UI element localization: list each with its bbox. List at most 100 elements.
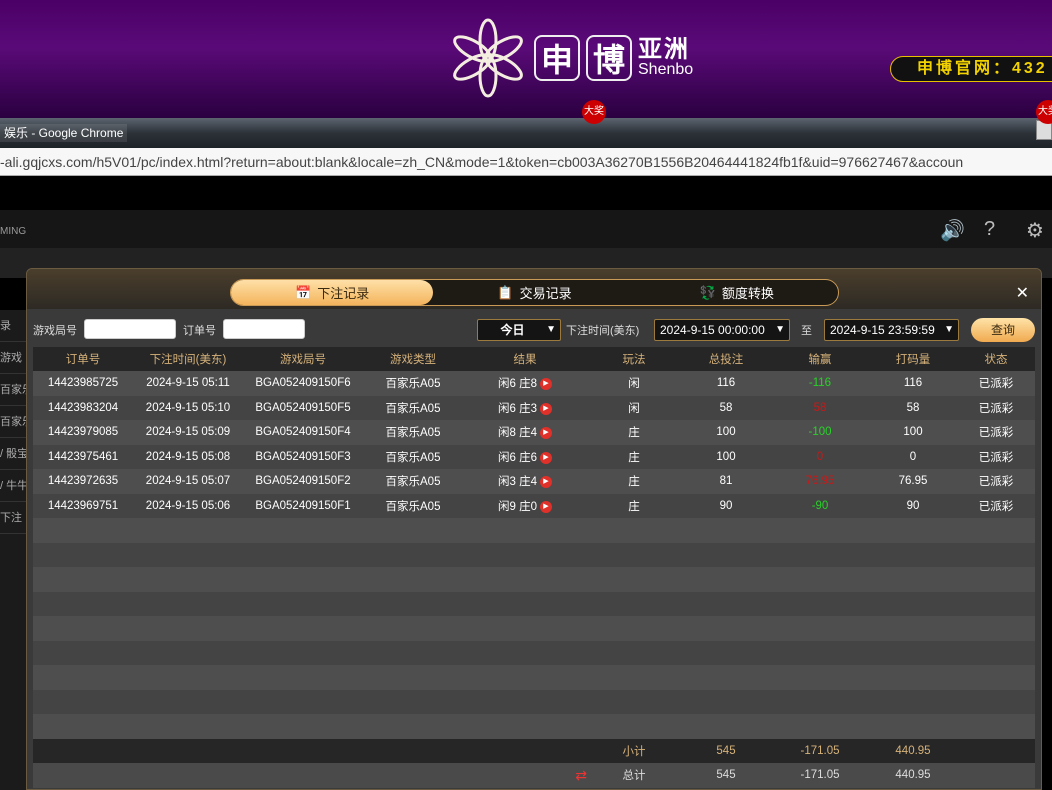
replay-play-icon[interactable]: ▶ — [540, 402, 552, 415]
cell-bet: 81 — [681, 469, 771, 494]
order-no-input[interactable] — [223, 319, 305, 339]
game-no-value: BGA052409150F3 — [255, 450, 351, 463]
status-value: 已派彩 — [978, 402, 1014, 415]
cell-time — [133, 591, 243, 616]
status-value: 已派彩 — [978, 427, 1014, 440]
cell-bet — [681, 714, 771, 739]
cell-status: 已派彩 — [957, 469, 1035, 494]
cell-order — [33, 567, 133, 592]
replay-play-icon[interactable]: ▶ — [540, 451, 552, 464]
summary-cell: ⇄ — [463, 763, 587, 788]
cell-result — [463, 689, 587, 714]
query-button[interactable]: 查询 — [971, 318, 1035, 342]
tab-transfer[interactable]: 💱 额度转换 — [636, 280, 838, 305]
table-row: 14423972635 2024-9-15 05:07 BGA052409150F2… — [33, 469, 1035, 494]
cell-order: 14423979085 — [33, 420, 133, 445]
end-time-select[interactable]: 2024-9-15 23:59:59 ▼ — [824, 319, 959, 341]
cell-game-no: BGA052409150F5 — [243, 395, 363, 420]
summary-cell: 545 — [681, 738, 771, 763]
cell-game-no — [243, 616, 363, 641]
cell-win: -90 — [771, 493, 869, 518]
time-value: 2024-9-15 05:07 — [145, 475, 231, 488]
cell-time — [133, 518, 243, 543]
cell-time — [133, 616, 243, 641]
side-item[interactable]: / 骰宝 — [0, 438, 26, 470]
side-item[interactable]: 游戏 — [0, 342, 26, 374]
cell-valid: 76.95 — [869, 469, 957, 494]
bet-value: 81 — [719, 475, 733, 488]
side-item[interactable]: 百家乐 — [0, 406, 26, 438]
replay-play-icon[interactable]: ▶ — [540, 500, 552, 513]
cell-time — [133, 640, 243, 665]
settings-gear-icon[interactable]: ⚙ — [1026, 220, 1044, 242]
subtotal-row: 小计 545 -171.05 440.95 — [33, 738, 1035, 763]
game-header: MING 🔊 ? ⚙ — [0, 210, 1052, 248]
valid-value: 90 — [906, 499, 920, 512]
jackpot-badge[interactable]: 大奖 — [582, 100, 606, 124]
game-no-input[interactable] — [84, 319, 176, 339]
result-value: 闲8 庄4 — [498, 427, 537, 440]
cell-win — [771, 591, 869, 616]
cell-order: 14423985725 — [33, 371, 133, 396]
official-site-link[interactable]: 申博官网：432 — [890, 56, 1052, 82]
summary-cell: 440.95 — [869, 738, 957, 763]
side-item[interactable]: 录 — [0, 310, 26, 342]
cell-status — [957, 591, 1035, 616]
to-label: 至 — [801, 325, 812, 337]
tab-bet-records[interactable]: 📅 下注记录 — [231, 280, 434, 305]
side-item[interactable]: 下注 — [0, 502, 26, 534]
dropdown-arrow-icon: ▼ — [775, 324, 785, 335]
help-icon[interactable]: ? — [984, 218, 996, 240]
address-bar[interactable]: -ali.gqjcxs.com/h5V01/pc/index.html?retu… — [0, 148, 1052, 176]
valid-value: 76.95 — [898, 475, 928, 488]
cell-valid — [869, 689, 957, 714]
cell-result: 闲9 庄0 ▶ — [463, 493, 587, 518]
replay-play-icon[interactable]: ▶ — [540, 476, 552, 489]
column-header: 总投注 — [681, 347, 771, 371]
jackpot-badge[interactable]: 大奖 — [1036, 100, 1052, 124]
bet-value: 116 — [716, 377, 736, 390]
replay-play-icon[interactable]: ▶ — [540, 427, 552, 440]
close-icon[interactable]: ✕ — [1015, 285, 1029, 302]
cell-order: 14423972635 — [33, 469, 133, 494]
cell-time: 2024-9-15 05:09 — [133, 420, 243, 445]
bet-record-modal: 📅 下注记录 📋 交易记录 💱 额度转换 ✕ 游戏局号 订单号 今日 ▼ 下注时间(美东… — [26, 268, 1042, 790]
cell-order — [33, 616, 133, 641]
period-select[interactable]: 今日 ▼ — [477, 319, 561, 341]
cell-time — [133, 689, 243, 714]
site-banner: 申 博 亚洲 Shenbo 申博官网：432 — [0, 0, 1052, 118]
table-row: 14423985725 2024-9-15 05:11 BGA052409150F6… — [33, 371, 1035, 396]
side-item[interactable]: 百家乐 — [0, 374, 26, 406]
cell-order: 14423975461 — [33, 444, 133, 469]
start-time-select[interactable]: 2024-9-15 00:00:00 ▼ — [654, 319, 790, 341]
refresh-icon[interactable]: ⇄ — [575, 766, 587, 783]
win-value: -100 — [808, 426, 832, 439]
cell-valid: 58 — [869, 395, 957, 420]
cell-result: 闲3 庄4 ▶ — [463, 469, 587, 494]
type-value: 百家乐A05 — [385, 500, 441, 513]
valid-value: 0 — [909, 450, 917, 463]
result-value: 闲6 庄8 — [498, 378, 537, 391]
cell-valid — [869, 567, 957, 592]
game-no-value: BGA052409150F2 — [255, 475, 351, 488]
cell-bet — [681, 542, 771, 567]
cell-game-no — [243, 640, 363, 665]
sound-icon[interactable]: 🔊 — [940, 220, 965, 242]
cell-game-no — [243, 567, 363, 592]
summary-cell — [243, 763, 363, 788]
flower-logo-icon — [453, 18, 523, 98]
shenbo-logo[interactable]: 申 博 亚洲 Shenbo — [448, 18, 693, 98]
side-item[interactable]: / 牛牛 — [0, 470, 26, 502]
cell-win — [771, 665, 869, 690]
cell-order — [33, 518, 133, 543]
total-row: ⇄ 总计 545 -171.05 440.95 — [33, 763, 1035, 788]
cell-play — [587, 714, 681, 739]
cell-time: 2024-9-15 05:07 — [133, 469, 243, 494]
cell-game-no: BGA052409150F6 — [243, 371, 363, 396]
cell-bet: 100 — [681, 444, 771, 469]
game-no-value: BGA052409150F6 — [255, 377, 351, 390]
replay-play-icon[interactable]: ▶ — [540, 378, 552, 391]
summary-cell — [33, 763, 133, 788]
cell-time — [133, 714, 243, 739]
tab-transactions[interactable]: 📋 交易记录 — [433, 280, 635, 305]
